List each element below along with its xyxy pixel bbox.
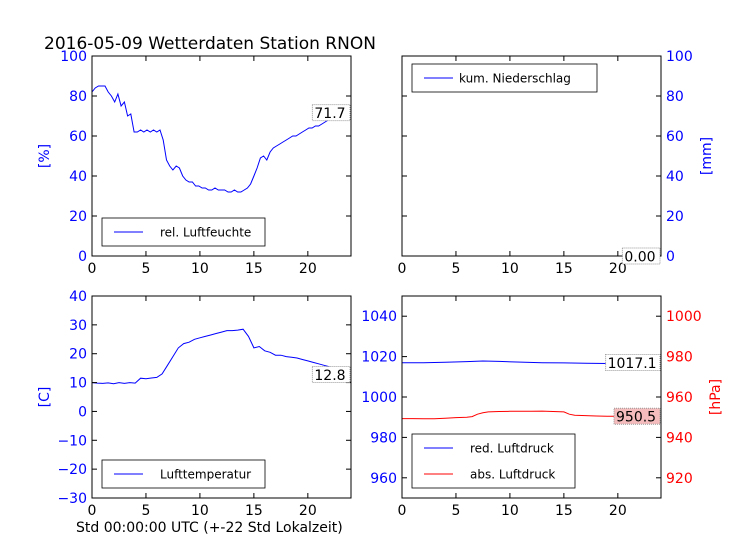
- x-tick-label: 20: [299, 261, 317, 277]
- axes-frame: [91, 295, 352, 499]
- chart-panel-temperature: 0 5 10 15 20 −30 −20 −10 0 10 20 30 40 [C] 12.8 Lufttem…: [37, 289, 352, 519]
- legend-label: rel. Luftfeuchte: [160, 226, 251, 240]
- last-value-label-box: [311, 104, 351, 122]
- y-axis-label: [C]: [37, 387, 53, 408]
- y-tick-label: 80: [666, 89, 684, 105]
- y-tick-label: 0: [666, 249, 675, 265]
- y-tick-label: 100: [666, 49, 693, 65]
- x-tick-label: 10: [191, 503, 209, 519]
- x-tick-label: 0: [88, 261, 97, 277]
- last-value-label-box: [311, 365, 351, 383]
- last-value-label-right: 950.5: [616, 410, 656, 426]
- y-tick-label: −30: [57, 491, 87, 507]
- y-tick-label: 20: [69, 347, 87, 363]
- legend-label: Lufttemperatur: [160, 468, 251, 482]
- y-tick-label: 100: [60, 49, 87, 65]
- y-tick-label: 10: [69, 376, 87, 392]
- legend-label: kum. Niederschlag: [459, 72, 571, 86]
- y-tick-label: −10: [57, 433, 87, 449]
- y-tick-label: 40: [69, 169, 87, 185]
- figure-xlabel: Std 00:00:00 UTC (+-22 Std Lokalzeit): [76, 520, 343, 536]
- axes-frame: [91, 55, 352, 257]
- x-tick-label: 0: [398, 261, 407, 277]
- series-line-temperature-0: [91, 328, 345, 385]
- last-value-label-right-box: [613, 407, 661, 425]
- legend-label: red. Luftdruck: [470, 442, 554, 456]
- y-tick-label: −20: [57, 462, 87, 478]
- y-tick-label: 30: [69, 318, 87, 334]
- legend-box: [411, 433, 576, 489]
- legend-label: abs. Luftdruck: [470, 468, 555, 482]
- y-tick-label: 0: [78, 404, 87, 420]
- y-tick-label: 20: [666, 209, 684, 225]
- last-value-label-box: [605, 353, 661, 371]
- y-tick-label: 20: [69, 209, 87, 225]
- y-tick-label: 960: [370, 471, 397, 487]
- series-line-pressure-1: [402, 410, 655, 420]
- x-tick-label: 20: [609, 261, 627, 277]
- x-tick-label: 10: [501, 503, 519, 519]
- last-value-label: 0.00: [624, 250, 655, 266]
- y-tick-label: 1040: [361, 309, 397, 325]
- chart-panel-humidity: 0 5 10 15 20 0 20 40 60 80 100 [%] 71.7 rel. Luftfeuc…: [37, 49, 352, 277]
- y-tick-label: 0: [78, 249, 87, 265]
- y-tick-label-right: 980: [666, 350, 693, 366]
- x-tick-label: 10: [501, 261, 519, 277]
- y-tick-label: 40: [69, 289, 87, 305]
- x-tick-label: 15: [555, 261, 573, 277]
- y-tick-label-right: 1000: [666, 309, 702, 325]
- x-tick-label: 15: [245, 503, 263, 519]
- x-tick-label: 5: [451, 261, 460, 277]
- x-tick-label: 20: [299, 503, 317, 519]
- x-tick-label: 15: [555, 503, 573, 519]
- last-value-label: 12.8: [314, 368, 345, 384]
- y-axis-label-right: [hPa]: [708, 379, 724, 415]
- x-tick-label: 0: [88, 503, 97, 519]
- y-axis-label: [%]: [37, 144, 53, 168]
- x-tick-label: 5: [141, 503, 150, 519]
- chart-panel-pressure: 0 5 10 15 20 960 980 1000 1020 1040 920 940 960 980 10…: [361, 295, 724, 519]
- y-tick-label: 60: [666, 129, 684, 145]
- y-tick-label: 40: [666, 169, 684, 185]
- y-tick-label-right: 940: [666, 430, 693, 446]
- x-tick-label: 20: [609, 503, 627, 519]
- y-tick-label: 60: [69, 129, 87, 145]
- last-value-label-box: [621, 247, 661, 265]
- y-tick-label: 980: [370, 430, 397, 446]
- series-line-humidity-0: [91, 85, 345, 193]
- x-tick-label: 5: [141, 261, 150, 277]
- x-tick-label: 0: [398, 503, 407, 519]
- last-value-label: 1017.1: [608, 356, 657, 372]
- y-tick-label-right: 960: [666, 390, 693, 406]
- y-tick-label: 80: [69, 89, 87, 105]
- y-tick-label-right: 920: [666, 471, 693, 487]
- last-value-label: 71.7: [314, 106, 345, 122]
- y-tick-label: 1020: [361, 350, 397, 366]
- chart-panel-precipitation: 0 5 10 15 20 0 20 40 60 80 100 [mm] 0.00 kum. Nieders…: [398, 49, 715, 277]
- x-tick-label: 5: [451, 503, 460, 519]
- x-tick-label: 10: [191, 261, 209, 277]
- x-tick-label: 15: [245, 261, 263, 277]
- y-axis-label: [mm]: [699, 137, 715, 175]
- axes-frame: [401, 55, 662, 257]
- y-tick-label: 1000: [361, 390, 397, 406]
- figure-title: 2016-05-09 Wetterdaten Station RNON: [44, 34, 376, 54]
